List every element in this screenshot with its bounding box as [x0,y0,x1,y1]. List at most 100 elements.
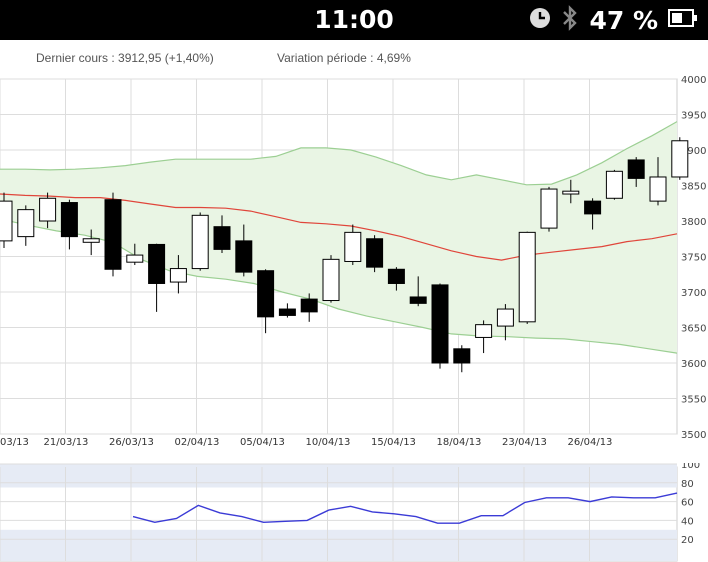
candle-body [496,308,514,327]
candle-body [148,243,166,284]
candle-body [453,348,471,364]
candle-body [431,284,449,364]
candle [17,205,35,246]
indicator-y-tick-label: 60 [681,498,694,509]
candle-body [562,190,580,195]
x-tick-label: 26/03/13 [109,437,154,448]
candle-body [322,258,340,302]
candle [126,243,144,266]
indicator-y-tick-label: 40 [681,516,694,527]
y-tick-label: 3650 [681,324,706,335]
candle-body [409,296,427,304]
candle-body [540,188,558,229]
candle-body [584,200,602,215]
candle [278,303,296,318]
x-tick-label: 21/03/13 [44,437,89,448]
candle [366,235,384,273]
indicator-y-tick-label: 100 [681,463,700,471]
candle [605,169,623,200]
y-tick-label: 3700 [681,288,706,299]
candle-body [278,308,296,316]
y-tick-label: 3600 [681,359,706,370]
bluetooth-icon [561,4,579,37]
candle [322,255,340,303]
candle [0,192,13,248]
candle [431,283,449,369]
x-tick-label: 23/04/13 [502,437,547,448]
y-tick-label: 3750 [681,253,706,264]
last-price-text: Dernier cours : 3912,95 (+1,40%) [36,51,214,65]
battery-icon [668,7,698,34]
bollinger-band-fill [0,121,677,354]
x-tick-label: 10/04/13 [306,437,351,448]
candle [649,157,667,206]
candle-body [649,176,667,202]
x-tick-label: 15/04/13 [371,437,416,448]
clock-icon [529,7,551,34]
candle-body [213,226,231,250]
candle-body [605,170,623,199]
candle-body [0,200,13,242]
candle [169,255,187,294]
x-tick-label: 18/04/13 [437,437,482,448]
y-tick-label: 3550 [681,395,706,406]
candle-body [518,231,536,323]
candle [387,267,405,291]
candle-body [475,324,493,338]
candle [257,269,275,334]
candle-body [235,240,253,273]
candle-body [627,159,645,179]
y-tick-label: 4000 [681,75,706,86]
oversold-zone [0,529,677,561]
candle [104,192,122,277]
x-tick-label: 26/04/13 [568,437,613,448]
candle [627,157,645,187]
candle-body [60,202,78,238]
indicator-chart[interactable]: 100 80 60 40 20 [0,463,708,562]
overbought-zone [0,464,677,488]
status-time: 11:00 [314,5,394,34]
candle [148,243,166,312]
candle [475,320,493,354]
indicator-line [132,492,678,524]
candle [191,212,209,271]
candle [584,198,602,230]
status-right: 47 % [529,4,698,36]
candle [344,224,362,266]
candle-body [366,238,384,268]
candle-body [300,298,318,313]
candle-body [17,209,35,238]
x-tick-label: 03/13 [0,437,29,448]
candle [671,137,689,180]
candle [409,276,427,307]
x-tick-label: 05/04/13 [240,437,285,448]
candle-body [344,231,362,262]
quote-info-bar: Dernier cours : 3912,95 (+1,40%) Variati… [0,40,708,73]
candle-body [39,197,57,222]
y-tick-label: 3900 [681,146,706,157]
candle [540,186,558,232]
indicator-y-tick-label: 80 [681,479,694,490]
x-tick-label: 02/04/13 [175,437,220,448]
candle-body [82,238,100,243]
status-bar: 11:00 47 % [0,0,708,40]
candle [213,215,231,253]
candle-body [671,140,689,178]
candle [39,192,57,229]
candle-body [126,254,144,263]
candle [300,293,318,322]
indicator-y-tick-label: 20 [681,535,694,546]
candle [235,224,253,277]
candle-body [191,214,209,270]
candle [496,304,514,341]
candle-body [387,268,405,284]
candle [60,199,78,250]
battery-percent: 47 % [589,5,658,35]
candle [82,229,100,256]
y-tick-label: 3500 [681,430,706,441]
price-chart[interactable]: 4000 3950 3900 3850 3800 3750 3700 3650 3600 3550… [0,73,708,461]
candle-body [257,270,275,318]
candle-body [104,199,122,270]
candle [453,345,471,373]
candle [518,231,536,324]
